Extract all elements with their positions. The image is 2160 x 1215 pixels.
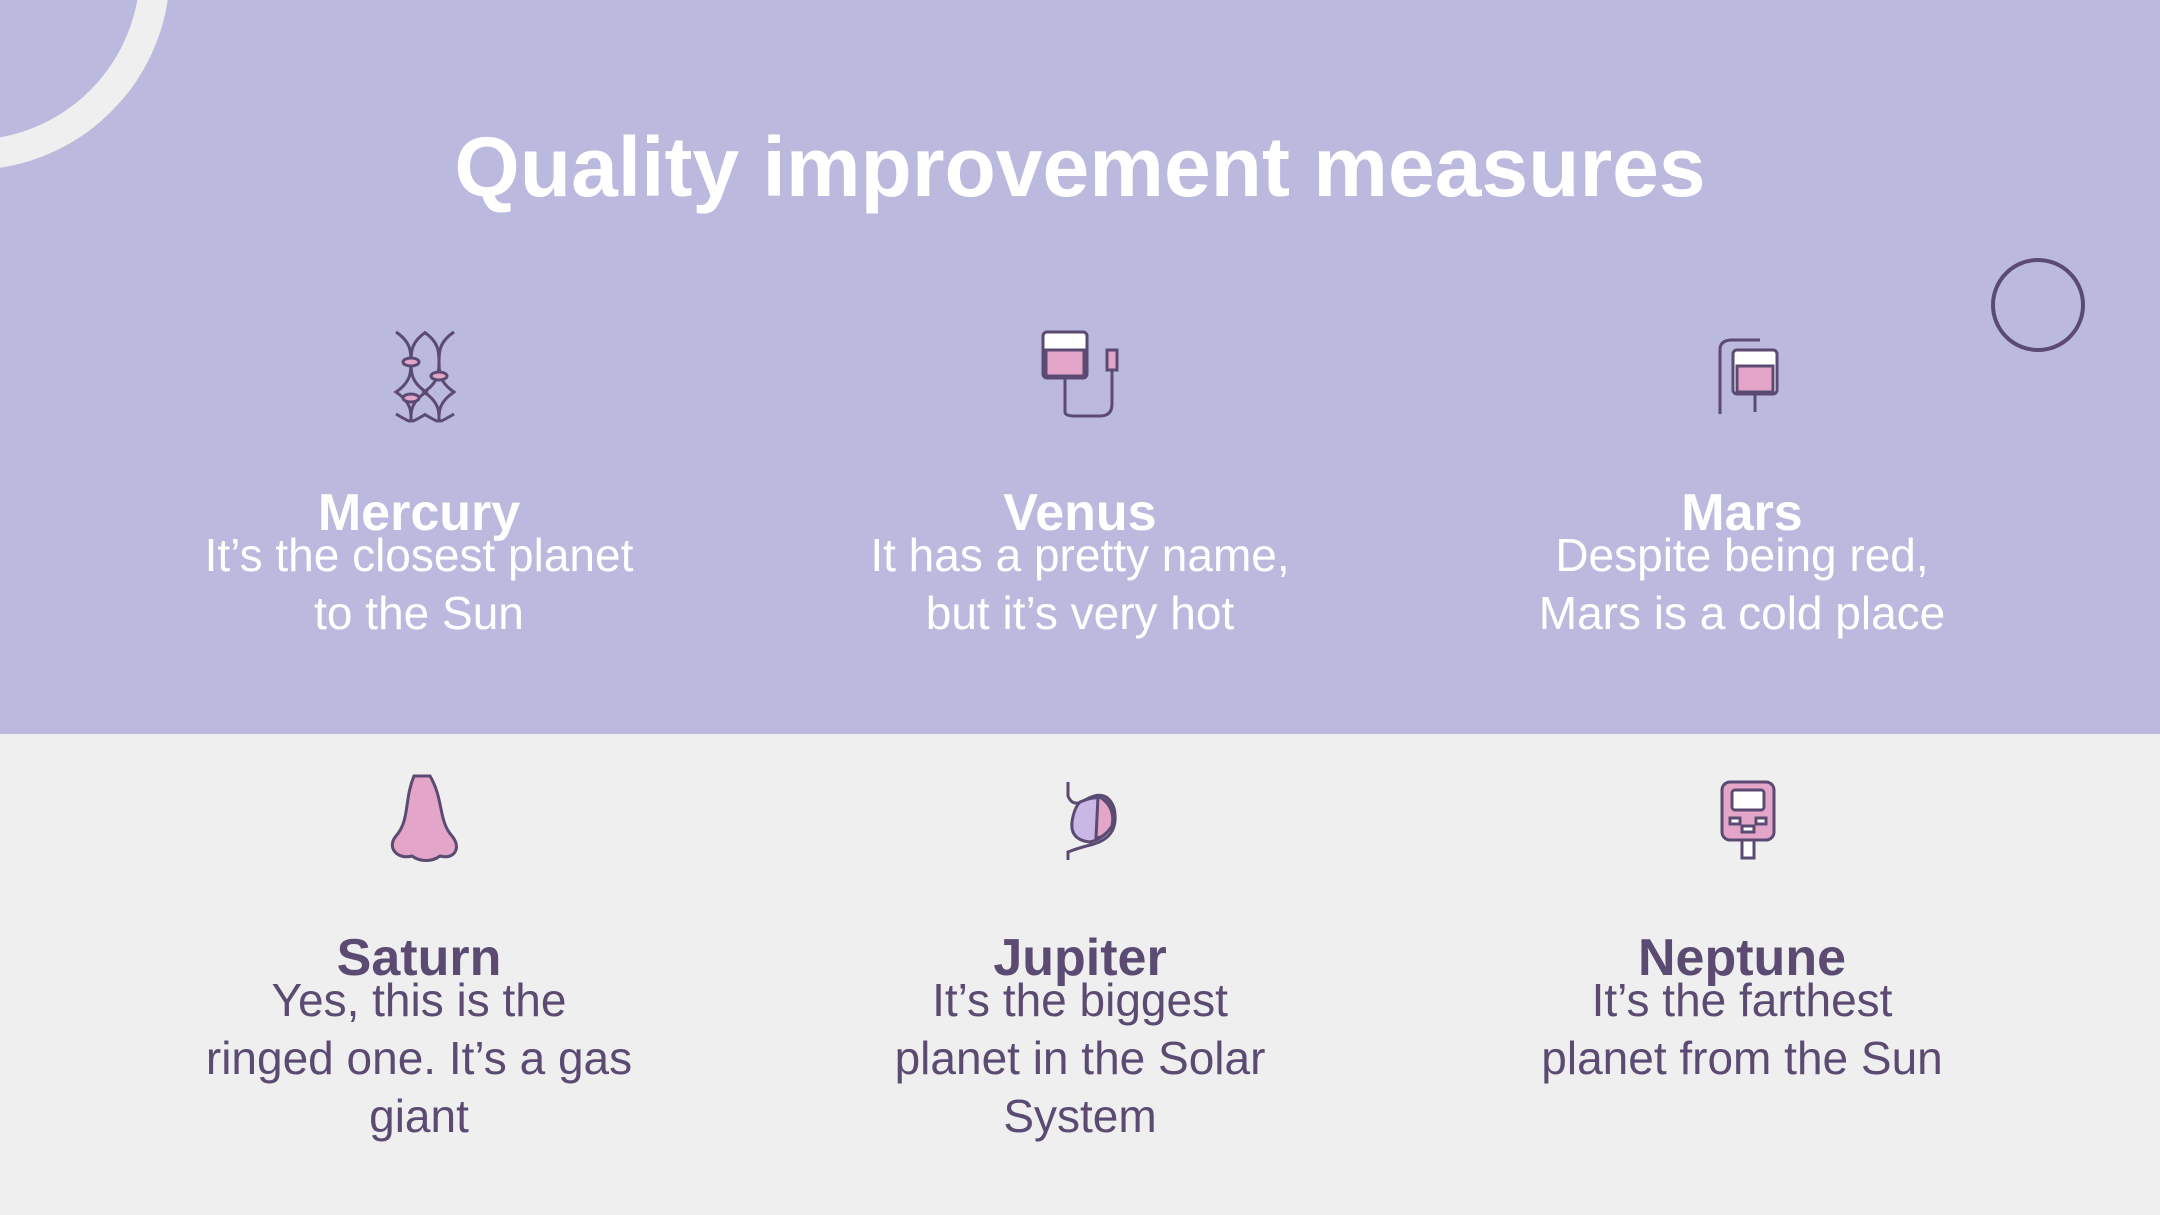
icon-glucometer <box>1720 780 1776 860</box>
item-description: ringed one. It’s a gas <box>206 1032 632 1084</box>
item-description: planet from the Sun <box>1541 1032 1942 1084</box>
item-title: Mercury <box>318 484 520 542</box>
deco-circle <box>1991 258 2085 352</box>
icon-stomach <box>1066 782 1117 860</box>
item-title: Neptune <box>1638 929 1846 987</box>
item-description: planet in the Solar <box>895 1032 1266 1084</box>
item-description: but it’s very hot <box>926 587 1235 639</box>
item-title: Venus <box>1003 484 1156 542</box>
icon-dna <box>393 330 457 423</box>
item-description: It’s the closest planet <box>205 529 634 581</box>
item-description: It’s the biggest <box>932 974 1228 1026</box>
item-title: Mars <box>1681 484 1802 542</box>
item-title: Saturn <box>337 929 502 987</box>
slide-title: Quality improvement measures <box>454 120 1705 214</box>
item-description: to the Sun <box>314 587 524 639</box>
icons <box>390 330 1779 862</box>
icon-iv-bag <box>1041 330 1119 418</box>
item-description: Despite being red, <box>1555 529 1928 581</box>
item-title: Jupiter <box>993 929 1166 987</box>
icon-nose <box>390 774 458 862</box>
item-description: giant <box>369 1090 469 1142</box>
item-description: System <box>1003 1090 1156 1142</box>
icon-drip <box>1718 338 1779 414</box>
item-description: It has a pretty name, <box>870 529 1289 581</box>
item-description: Yes, this is the <box>272 974 567 1026</box>
item-description: Mars is a cold place <box>1539 587 1946 639</box>
item-description: It’s the farthest <box>1592 974 1893 1026</box>
